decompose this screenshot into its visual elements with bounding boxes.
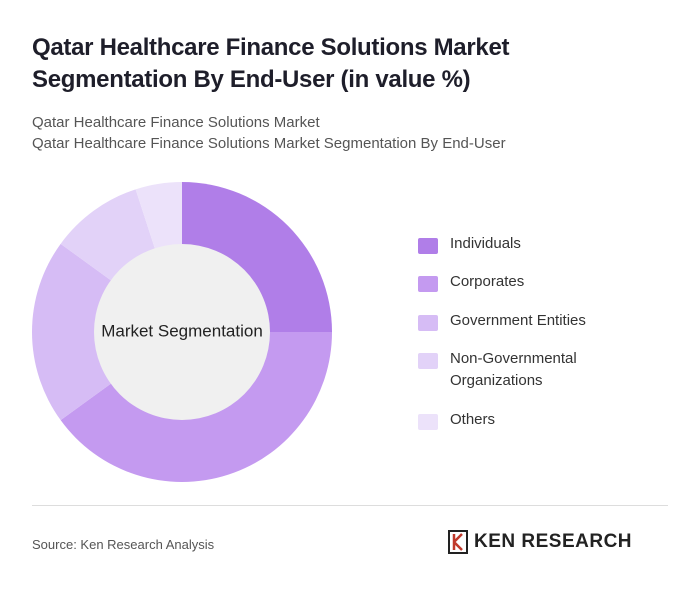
donut-hole xyxy=(94,244,270,420)
legend-swatch xyxy=(418,315,438,331)
legend-label: Corporates xyxy=(450,273,524,290)
subtitle-2: Qatar Healthcare Finance Solutions Marke… xyxy=(32,135,506,152)
center-label: Market Segmentation xyxy=(101,321,263,340)
chart: Market Segmentation Individuals Corporates… xyxy=(31,182,586,482)
legend-label: Individuals xyxy=(450,235,521,252)
legend-swatch xyxy=(418,414,438,430)
legend-swatch xyxy=(418,353,438,369)
legend-line: Organizations xyxy=(450,372,543,389)
logo: KEN RESEARCH xyxy=(448,530,632,554)
source: Source: Ken Research Analysis xyxy=(32,537,215,552)
legend-line: Non-Governmental xyxy=(450,350,577,367)
subtitle: Qatar Healthcare Finance Solutions Marke… xyxy=(32,114,320,131)
legend-label: Non-Governmental Organizations xyxy=(450,350,577,389)
logo-icon xyxy=(448,530,468,554)
legend-label: Others xyxy=(450,411,495,428)
legend-swatch xyxy=(418,238,438,254)
title: Qatar Healthcare Finance Solutions Marke… xyxy=(32,34,510,93)
divider xyxy=(32,505,668,506)
legend-swatch xyxy=(418,276,438,292)
logo-text: KEN RESEARCH xyxy=(474,531,633,552)
legend-label: Government Entities xyxy=(450,312,586,329)
